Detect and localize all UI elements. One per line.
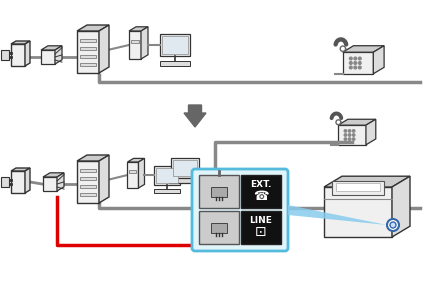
Circle shape <box>344 130 347 132</box>
Polygon shape <box>99 25 109 73</box>
Circle shape <box>390 222 396 228</box>
Polygon shape <box>129 31 141 59</box>
FancyBboxPatch shape <box>199 211 239 244</box>
Polygon shape <box>324 176 410 187</box>
Polygon shape <box>41 50 55 64</box>
Polygon shape <box>324 187 392 237</box>
Text: ⊡: ⊡ <box>255 226 267 239</box>
Polygon shape <box>1 177 9 187</box>
FancyBboxPatch shape <box>156 167 178 182</box>
Polygon shape <box>128 158 144 162</box>
Polygon shape <box>11 44 25 66</box>
FancyBboxPatch shape <box>160 61 190 66</box>
FancyBboxPatch shape <box>211 187 227 196</box>
Circle shape <box>358 62 361 64</box>
FancyBboxPatch shape <box>169 178 201 183</box>
FancyBboxPatch shape <box>80 38 96 42</box>
Polygon shape <box>41 46 62 50</box>
FancyBboxPatch shape <box>241 175 281 208</box>
Polygon shape <box>139 158 145 188</box>
Polygon shape <box>141 27 148 59</box>
Polygon shape <box>288 205 387 225</box>
Polygon shape <box>77 25 109 31</box>
Circle shape <box>349 66 352 69</box>
FancyBboxPatch shape <box>332 181 384 195</box>
Polygon shape <box>338 119 376 125</box>
FancyBboxPatch shape <box>171 158 199 178</box>
Circle shape <box>344 138 347 140</box>
Polygon shape <box>343 46 384 52</box>
Polygon shape <box>129 27 148 31</box>
FancyArrow shape <box>184 105 206 127</box>
Circle shape <box>348 138 351 140</box>
Text: LINE: LINE <box>249 216 272 225</box>
Polygon shape <box>25 41 30 66</box>
Circle shape <box>354 62 357 64</box>
Polygon shape <box>366 119 376 145</box>
Circle shape <box>352 130 355 132</box>
Polygon shape <box>77 161 99 203</box>
Circle shape <box>358 66 361 69</box>
Circle shape <box>354 57 357 60</box>
FancyBboxPatch shape <box>130 170 136 173</box>
FancyBboxPatch shape <box>173 160 197 176</box>
FancyBboxPatch shape <box>80 193 96 196</box>
Polygon shape <box>338 125 366 145</box>
Text: EXT.: EXT. <box>250 180 272 189</box>
Polygon shape <box>11 171 25 193</box>
FancyBboxPatch shape <box>199 175 239 208</box>
Polygon shape <box>25 168 30 193</box>
Polygon shape <box>99 155 109 203</box>
FancyBboxPatch shape <box>211 223 227 232</box>
Circle shape <box>344 134 347 136</box>
Polygon shape <box>55 46 62 64</box>
FancyBboxPatch shape <box>80 184 96 188</box>
Circle shape <box>348 134 351 136</box>
FancyBboxPatch shape <box>80 176 96 180</box>
FancyBboxPatch shape <box>192 169 288 251</box>
Polygon shape <box>11 41 30 44</box>
FancyBboxPatch shape <box>241 211 281 244</box>
FancyBboxPatch shape <box>155 166 181 184</box>
Polygon shape <box>43 173 64 177</box>
Polygon shape <box>57 173 64 191</box>
Circle shape <box>349 57 352 60</box>
Polygon shape <box>77 31 99 73</box>
Circle shape <box>354 66 357 69</box>
FancyBboxPatch shape <box>80 169 96 172</box>
Polygon shape <box>77 155 109 161</box>
Circle shape <box>387 219 399 231</box>
Polygon shape <box>343 52 373 74</box>
FancyBboxPatch shape <box>336 183 380 191</box>
Polygon shape <box>43 177 57 191</box>
Circle shape <box>352 134 355 136</box>
Circle shape <box>358 57 361 60</box>
Text: ☎: ☎ <box>253 190 269 203</box>
Polygon shape <box>11 168 30 171</box>
Circle shape <box>349 62 352 64</box>
Circle shape <box>352 138 355 140</box>
FancyBboxPatch shape <box>131 40 139 43</box>
Polygon shape <box>373 46 384 74</box>
Polygon shape <box>1 50 9 60</box>
FancyBboxPatch shape <box>162 36 188 54</box>
FancyBboxPatch shape <box>80 62 96 66</box>
Circle shape <box>348 130 351 132</box>
Polygon shape <box>392 176 410 237</box>
FancyBboxPatch shape <box>80 55 96 58</box>
Polygon shape <box>128 162 139 188</box>
FancyBboxPatch shape <box>80 46 96 50</box>
FancyBboxPatch shape <box>160 34 190 56</box>
FancyBboxPatch shape <box>155 188 181 193</box>
